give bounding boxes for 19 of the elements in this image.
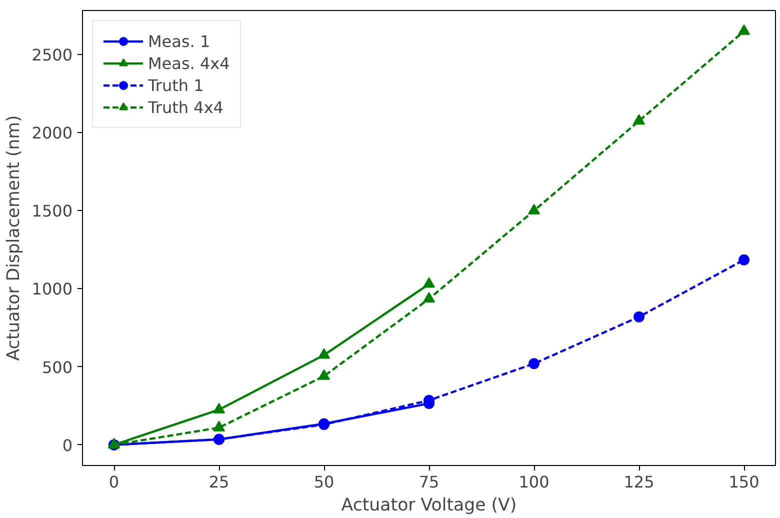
x-tick-label: 150 <box>728 472 760 492</box>
legend-label: Meas. 1 <box>148 32 210 50</box>
x-tick-label: 125 <box>624 472 654 492</box>
y-tick-label: 1500 <box>32 202 72 221</box>
x-axis-title: Actuator Voltage (V) <box>341 496 517 516</box>
legend-label: Truth 4x4 <box>148 98 224 116</box>
y-tick-label: 0 <box>62 436 73 455</box>
x-tick-label: 50 <box>314 472 334 492</box>
legend-label: Truth 1 <box>148 76 204 94</box>
y-tick-label: 500 <box>42 358 73 377</box>
x-tick-label: 100 <box>518 472 550 492</box>
y-tick-label: 2000 <box>32 124 72 143</box>
legend-label: Meas. 4x4 <box>148 54 230 72</box>
y-tick-label: 1000 <box>32 280 72 299</box>
y-tick-label: 2500 <box>32 46 72 65</box>
y-axis-title: Actuator Displacement (nm) <box>4 115 24 361</box>
x-tick-label: 75 <box>418 472 440 492</box>
x-tick-label: 25 <box>208 472 230 492</box>
x-tick-label: 0 <box>108 472 120 492</box>
